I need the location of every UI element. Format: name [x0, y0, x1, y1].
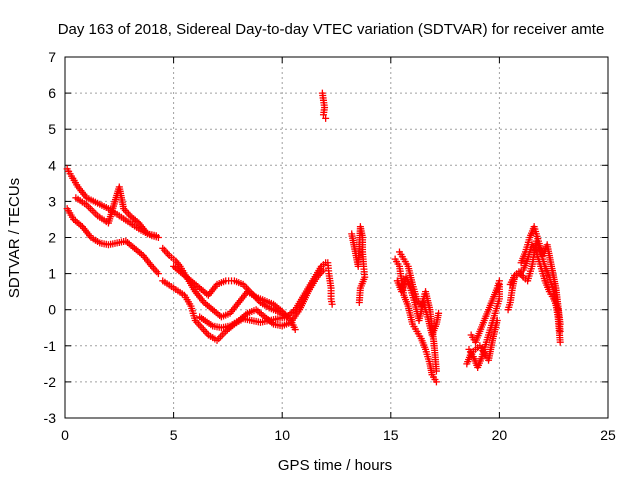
- y-tick-label: -1: [44, 338, 57, 354]
- data-point: [291, 326, 299, 334]
- data-points: [63, 89, 564, 386]
- chart-title: Day 163 of 2018, Sidereal Day-to-day VTE…: [58, 21, 605, 38]
- y-tick-label: 3: [48, 193, 56, 209]
- x-tick-label: 10: [274, 427, 290, 443]
- data-point: [319, 266, 327, 274]
- data-point: [319, 111, 327, 119]
- data-point: [435, 309, 443, 317]
- y-tick-label: -2: [44, 374, 57, 390]
- data-point: [495, 277, 503, 285]
- x-tick-label: 20: [492, 427, 508, 443]
- x-tick-label: 0: [61, 427, 69, 443]
- data-point: [432, 367, 440, 375]
- plot-frame: [64, 56, 609, 419]
- y-tick-label: 4: [48, 157, 56, 173]
- data-point: [355, 298, 363, 306]
- data-point: [432, 378, 440, 386]
- y-tick-label: 1: [48, 266, 56, 282]
- y-tick-label: 5: [48, 121, 56, 137]
- x-tick-label: 25: [600, 427, 616, 443]
- y-tick-label: 2: [48, 230, 56, 246]
- y-tick-label: 6: [48, 85, 56, 101]
- x-tick-label: 15: [383, 427, 399, 443]
- data-point: [556, 338, 564, 346]
- x-tick-label: 5: [170, 427, 178, 443]
- y-tick-label: 7: [48, 49, 56, 65]
- y-tick-label: 0: [48, 302, 56, 318]
- axes: 0 5 10 15 20 25 -3 -2 -1 0 1 2 3 4 5 6 7: [44, 49, 616, 443]
- data-point: [322, 114, 330, 122]
- y-axis-label: SDTVAR / TECUs: [6, 178, 23, 298]
- data-point: [328, 300, 336, 308]
- data-point: [154, 270, 162, 278]
- y-tick-label: -3: [44, 410, 57, 426]
- data-point: [493, 317, 501, 325]
- x-axis-label: GPS time / hours: [278, 457, 392, 474]
- data-point: [556, 320, 564, 328]
- data-point: [152, 232, 160, 240]
